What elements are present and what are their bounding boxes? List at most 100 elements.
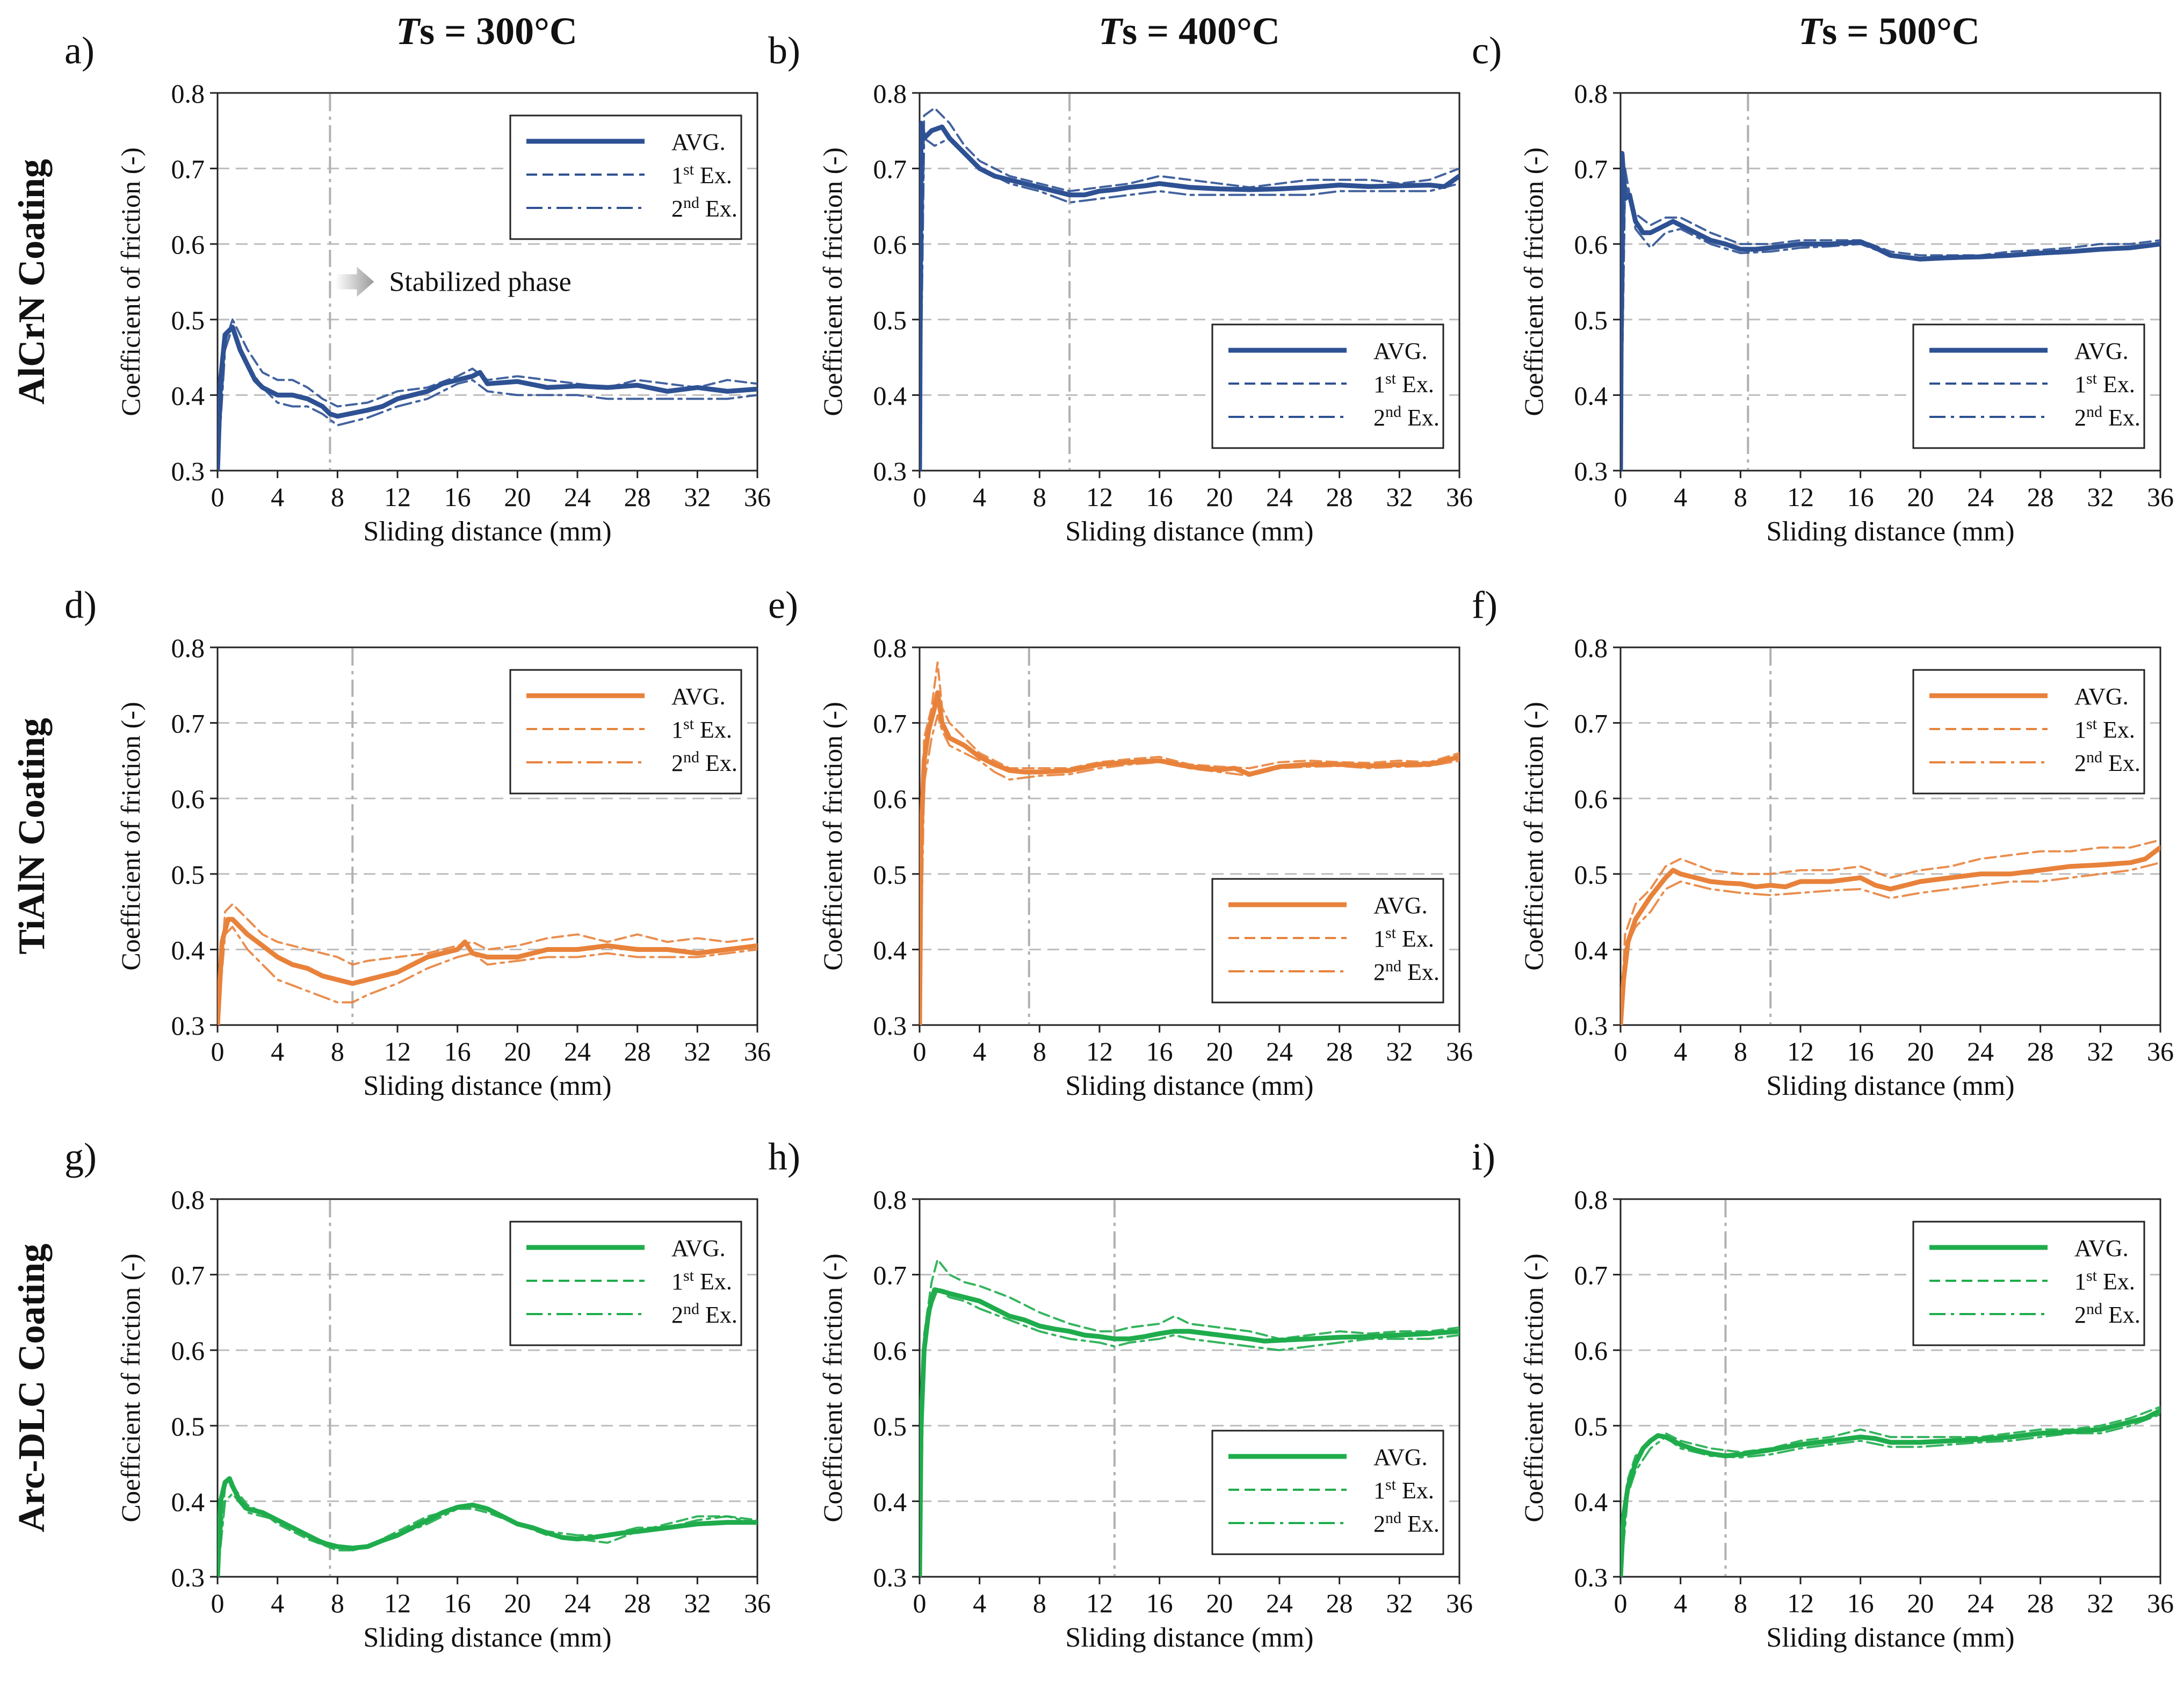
- y-tick-label: 0.3: [873, 1011, 907, 1041]
- x-tick-label: 4: [1674, 482, 1687, 512]
- x-tick-label: 4: [271, 1588, 284, 1618]
- legend-label: 1st Ex.: [671, 1267, 732, 1295]
- x-axis-title: Sliding distance (mm): [363, 1622, 611, 1653]
- x-tick-label: 20: [1907, 1036, 1934, 1066]
- series-line-solid: [920, 120, 1459, 471]
- x-axis-title: Sliding distance (mm): [1065, 516, 1313, 547]
- panel-label: a): [64, 29, 95, 72]
- x-tick-label: 28: [2027, 482, 2054, 512]
- legend-label: 2nd Ex.: [2074, 748, 2140, 776]
- x-tick-label: 36: [744, 1036, 771, 1066]
- legend-label: 2nd Ex.: [671, 748, 737, 776]
- y-tick-label: 0.6: [171, 784, 205, 814]
- legend-box: [1912, 669, 2145, 795]
- panel-a: a) 0.3 0.4 0.5 0.6 0.7 0.8 0 4 8 12 16 20 24 28 32 36 Sli…: [64, 29, 771, 547]
- x-tick-label: 24: [564, 1036, 591, 1066]
- y-tick-label: 0.8: [1574, 1185, 1608, 1215]
- legend-label: 2nd Ex.: [2074, 403, 2140, 431]
- x-tick-label: 24: [1266, 1588, 1293, 1618]
- x-tick-label: 8: [331, 1588, 344, 1618]
- y-tick-label: 0.6: [1574, 1336, 1608, 1366]
- series-group: [218, 318, 757, 471]
- legend-box: [509, 1221, 742, 1346]
- legend-box: [1912, 323, 2145, 449]
- x-tick-label: 4: [973, 1036, 986, 1066]
- y-tick-label: 0.4: [873, 1487, 907, 1517]
- y-axis-title: Coefficient of friction (-): [818, 702, 848, 970]
- legend-label: 2nd Ex.: [2074, 1300, 2140, 1328]
- y-tick-label: 0.7: [171, 154, 205, 184]
- panel-label: c): [1472, 29, 1502, 72]
- legend-box: [1211, 323, 1444, 449]
- legend-label: AVG.: [2074, 683, 2129, 710]
- x-tick-label: 16: [444, 482, 471, 512]
- y-tick-label: 0.4: [171, 1487, 205, 1517]
- x-tick-label: 4: [271, 482, 284, 512]
- y-tick-label: 0.7: [1574, 709, 1608, 739]
- y-tick-label: 0.5: [1574, 860, 1608, 890]
- x-tick-label: 12: [1086, 482, 1113, 512]
- legend-label: 1st Ex.: [671, 715, 732, 743]
- y-tick-label: 0.8: [171, 78, 205, 109]
- x-tick-label: 24: [564, 1588, 591, 1618]
- x-tick-label: 36: [1446, 482, 1473, 512]
- plot-frame: [1619, 646, 2161, 1026]
- y-axis-title: Coefficient of friction (-): [818, 147, 848, 416]
- series-line-dashdot: [1621, 861, 2160, 1025]
- x-axis-title: Sliding distance (mm): [363, 1071, 611, 1101]
- y-tick-label: 0.4: [1574, 935, 1608, 965]
- legend: AVG. 1st Ex. 2nd Ex.: [1211, 878, 1444, 1004]
- y-tick-label: 0.3: [1574, 456, 1608, 486]
- x-tick-label: 24: [1266, 1036, 1293, 1066]
- column-header-0: Ts = 300°C: [396, 10, 577, 53]
- panel-label: h): [768, 1135, 800, 1178]
- y-tick-label: 0.4: [873, 935, 907, 965]
- x-tick-label: 8: [1033, 1036, 1046, 1066]
- legend-label: 1st Ex.: [2074, 370, 2135, 398]
- y-tick-label: 0.5: [1574, 1411, 1608, 1441]
- y-tick-label: 0.6: [171, 1336, 205, 1366]
- x-tick-label: 24: [1967, 1588, 1994, 1618]
- x-tick-label: 0: [1614, 1036, 1628, 1066]
- y-tick-label: 0.5: [171, 1411, 205, 1441]
- x-tick-label: 16: [444, 1036, 471, 1066]
- plot-frame: [216, 92, 758, 472]
- x-tick-label: 28: [2027, 1588, 2054, 1618]
- y-tick-label: 0.8: [873, 633, 907, 663]
- legend: AVG. 1st Ex. 2nd Ex.: [1912, 1221, 2145, 1346]
- x-axis-title: Sliding distance (mm): [1065, 1071, 1313, 1101]
- y-tick-label: 0.5: [1574, 305, 1608, 335]
- legend: AVG. 1st Ex. 2nd Ex.: [509, 1221, 742, 1346]
- y-tick-label: 0.3: [171, 1562, 205, 1592]
- y-tick-label: 0.4: [873, 380, 907, 410]
- y-tick-label: 0.3: [873, 456, 907, 486]
- x-tick-label: 16: [1146, 1588, 1173, 1618]
- plot-frame: [216, 1198, 758, 1578]
- legend-label: 2nd Ex.: [1373, 1509, 1440, 1537]
- x-tick-label: 16: [1146, 1036, 1173, 1066]
- x-tick-label: 4: [1674, 1588, 1687, 1618]
- x-tick-label: 32: [2087, 482, 2114, 512]
- y-tick-label: 0.7: [1574, 154, 1608, 184]
- x-tick-label: 36: [744, 1588, 771, 1618]
- x-tick-label: 12: [1787, 1588, 1814, 1618]
- x-tick-label: 8: [331, 1036, 344, 1066]
- series-line-dashdot: [920, 1288, 1459, 1577]
- panel-label: e): [768, 583, 798, 626]
- y-tick-label: 0.7: [873, 154, 907, 184]
- x-tick-label: 0: [211, 1588, 225, 1618]
- panel-h: h) 0.3 0.4 0.5 0.6 0.7 0.8 0 4 8 12 16 20 24 28 32 36 Sli…: [768, 1135, 1473, 1653]
- legend: AVG. 1st Ex. 2nd Ex.: [509, 114, 742, 240]
- plot-frame: [919, 1198, 1460, 1578]
- y-tick-label: 0.5: [171, 305, 205, 335]
- plot-frame: [1619, 1198, 2161, 1578]
- x-tick-label: 32: [684, 482, 711, 512]
- legend-box: [509, 669, 742, 795]
- legend-label: AVG.: [1373, 1444, 1428, 1470]
- x-tick-label: 36: [2147, 482, 2174, 512]
- legend: AVG. 1st Ex. 2nd Ex.: [1912, 669, 2145, 795]
- y-tick-label: 0.4: [171, 935, 205, 965]
- x-tick-label: 28: [624, 1036, 651, 1066]
- x-tick-label: 8: [1734, 1588, 1747, 1618]
